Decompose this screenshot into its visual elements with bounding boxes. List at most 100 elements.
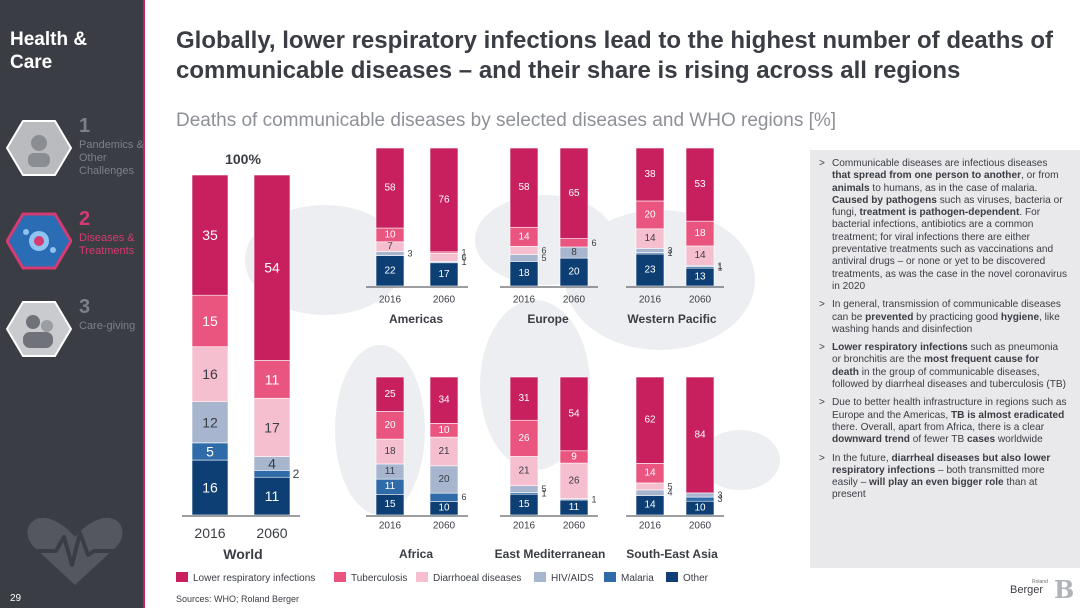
data-label: 9 bbox=[571, 451, 577, 462]
roland-berger-logo: Roland Berger B bbox=[1010, 575, 1075, 604]
bar-segment bbox=[685, 496, 715, 502]
region-label: World bbox=[223, 546, 262, 562]
bullet-marker: > bbox=[819, 342, 825, 354]
data-label: 38 bbox=[644, 169, 656, 180]
legend-label: Malaria bbox=[621, 573, 654, 584]
legend-label: Other bbox=[683, 573, 709, 584]
bar-segment bbox=[375, 147, 405, 229]
data-label: 15 bbox=[518, 499, 530, 510]
region-group: 22 3 710 58 2016 17 161 76 2060 Americas bbox=[366, 147, 468, 326]
data-label: 10 bbox=[438, 503, 450, 514]
legend-item: Diarrhoeal diseases bbox=[416, 572, 521, 584]
legend-label: Lower respiratory infections bbox=[193, 573, 316, 584]
data-label: 14 bbox=[644, 500, 656, 511]
data-label: 15 bbox=[384, 499, 396, 510]
sidebar-item-caregiving[interactable]: 3 Care-giving bbox=[4, 296, 143, 366]
data-label: 6 bbox=[461, 252, 466, 262]
bar-segment bbox=[685, 492, 715, 498]
sidebar-item-pandemics[interactable]: 1 Pandemics & Other Challenges bbox=[4, 115, 144, 185]
data-label: 25 bbox=[384, 389, 396, 400]
bar-segment bbox=[429, 252, 459, 262]
year-tick-label: 2060 bbox=[433, 521, 456, 532]
data-label: 14 bbox=[644, 233, 656, 244]
data-label: 10 bbox=[438, 425, 450, 436]
text-panel: > Communicable diseases are infectious di… bbox=[810, 150, 1080, 568]
heartbeat-icon bbox=[27, 517, 123, 585]
bar-segment bbox=[191, 174, 229, 296]
data-label: 65 bbox=[568, 188, 580, 199]
bar-segment bbox=[429, 376, 459, 424]
data-label: 18 bbox=[694, 228, 706, 239]
data-label: 53 bbox=[694, 179, 706, 190]
year-tick-label: 2016 bbox=[513, 295, 536, 306]
data-label: 62 bbox=[644, 415, 656, 426]
data-label: 20 bbox=[438, 474, 450, 485]
sidebar-item-label: Pandemics & Other Challenges bbox=[79, 139, 144, 177]
bullet-point: > Due to better health infrastructure in … bbox=[810, 397, 1080, 446]
data-label: 1 bbox=[461, 257, 466, 267]
data-label: 22 bbox=[384, 265, 396, 276]
year-tick-label: 2060 bbox=[563, 521, 586, 532]
legend-label: Tuberculosis bbox=[351, 573, 408, 584]
data-label: 6 bbox=[541, 245, 546, 255]
bar-segment bbox=[509, 246, 539, 255]
logo-mark: B bbox=[1054, 575, 1075, 604]
data-label: 1 bbox=[717, 262, 722, 272]
data-label: 20 bbox=[384, 420, 396, 431]
data-label: 13 bbox=[694, 272, 706, 283]
bullet-text: Lower respiratory infections such as pne… bbox=[832, 342, 1066, 391]
bar-segment bbox=[685, 147, 715, 222]
bullet-marker: > bbox=[819, 452, 825, 464]
year-tick-label: 2016 bbox=[379, 295, 402, 306]
data-label: 16 bbox=[202, 366, 218, 382]
bar-segment bbox=[429, 465, 459, 494]
sidebar: Health & Care 1 Pandemics & Other Challe… bbox=[0, 0, 145, 608]
bar-segment bbox=[559, 257, 589, 287]
bar-segment bbox=[509, 254, 539, 262]
data-label: 35 bbox=[202, 227, 218, 243]
sidebar-accent-line bbox=[143, 0, 145, 608]
bar-segment bbox=[509, 456, 539, 487]
data-label: 11 bbox=[265, 371, 280, 387]
sidebar-item-diseases[interactable]: 2 Diseases & Treatments bbox=[4, 208, 143, 278]
data-label: 21 bbox=[518, 466, 530, 477]
year-tick-label: 2016 bbox=[379, 521, 402, 532]
data-label: 6 bbox=[591, 238, 596, 248]
legend-item: HIV/AIDS bbox=[534, 572, 594, 584]
source-note: Sources: WHO; Roland Berger bbox=[176, 594, 300, 604]
year-tick-label: 2060 bbox=[563, 295, 586, 306]
data-label: 1 bbox=[461, 248, 466, 258]
data-label: 20 bbox=[644, 209, 656, 220]
data-label: 1 bbox=[667, 248, 672, 258]
logo-text: Berger bbox=[1010, 584, 1044, 596]
sidebar-item-label: Diseases & Treatments bbox=[79, 232, 135, 257]
data-label: 8 bbox=[571, 247, 577, 258]
bullet-marker: > bbox=[819, 397, 825, 409]
data-label: 58 bbox=[518, 182, 530, 193]
bar-segment bbox=[559, 238, 589, 248]
year-tick-label: 2060 bbox=[256, 525, 287, 541]
bar-segment bbox=[253, 476, 291, 516]
sidebar-item-number: 3 bbox=[79, 296, 91, 318]
region-group: 16 5 12 16 15 35 2016 11 2 4 17 11 54 2060 World bbox=[182, 174, 300, 562]
bullet-text: Due to better health infrastructure in r… bbox=[832, 397, 1067, 446]
bullet-marker: > bbox=[819, 299, 825, 311]
bar-segment bbox=[635, 253, 665, 287]
bar-segment bbox=[253, 360, 291, 399]
data-label: 14 bbox=[694, 250, 706, 261]
total-label: 100% bbox=[225, 151, 261, 167]
bullet-point: > In general, transmission of communicabl… bbox=[810, 299, 1080, 336]
bullet-point: > Communicable diseases are infectious di… bbox=[810, 158, 1080, 293]
data-label: 10 bbox=[694, 503, 706, 514]
data-label: 21 bbox=[438, 446, 450, 457]
bar-segment bbox=[635, 147, 665, 202]
data-label: 5 bbox=[541, 253, 546, 263]
data-label: 58 bbox=[384, 183, 396, 194]
data-label: 3 bbox=[717, 490, 722, 500]
bar-segment bbox=[559, 462, 589, 499]
data-label: 26 bbox=[518, 433, 530, 444]
diseases-hex-icon bbox=[6, 212, 72, 270]
pandemics-hex-icon bbox=[6, 120, 72, 176]
